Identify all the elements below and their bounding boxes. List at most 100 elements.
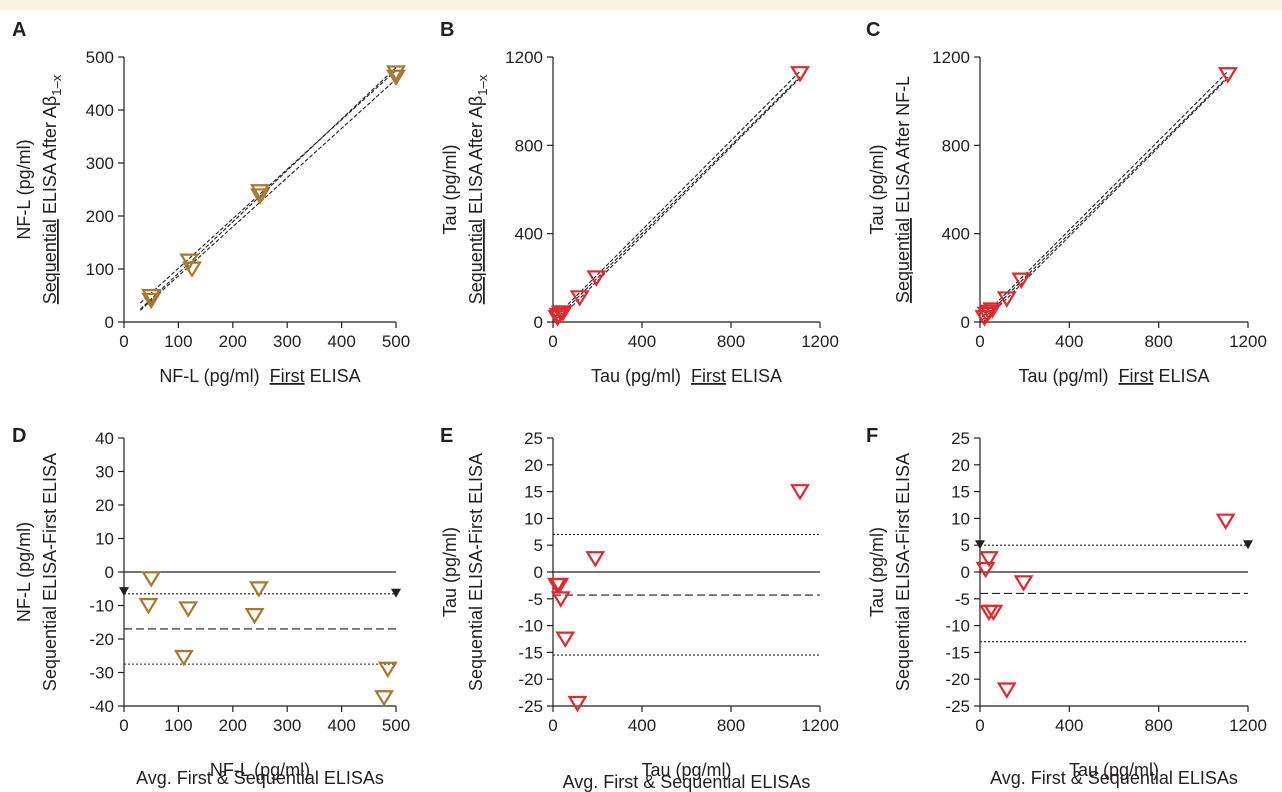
x-tick-label: 300 — [273, 716, 301, 735]
data-point — [178, 601, 199, 618]
panel-label: D — [12, 425, 26, 447]
data-point — [549, 577, 570, 595]
data-point — [182, 261, 202, 278]
x-tick-label: 1200 — [1229, 716, 1267, 735]
y-tick-label: 20 — [951, 456, 970, 475]
arrow-marker — [1243, 540, 1253, 550]
x-tick-label: 500 — [382, 716, 410, 735]
confidence-band-line — [981, 70, 1229, 318]
data-point — [141, 289, 162, 306]
data-point — [585, 551, 606, 568]
x-tick-label: 400 — [1055, 716, 1083, 735]
y-tick-label: 500 — [86, 48, 114, 67]
data-point — [567, 695, 588, 713]
y-tick-label: 20 — [524, 456, 543, 475]
data-point — [555, 631, 576, 648]
x-tick-label: 1200 — [801, 716, 839, 735]
y-tick-label: 400 — [515, 225, 543, 244]
x-tick-label: 0 — [975, 716, 984, 735]
y-tick-label: -10 — [518, 617, 543, 636]
confidence-band-line — [139, 69, 397, 304]
data-point — [553, 305, 573, 322]
y-tick-label: -30 — [89, 664, 114, 683]
y-tick-label: 800 — [515, 136, 543, 155]
panel-a: A 0 100 200 300 400 500 0 100 200 300 400 500 NF-L (p… — [12, 19, 410, 386]
y-tick-label: -15 — [518, 643, 543, 662]
data-point — [1217, 67, 1238, 84]
x-tick-label: 1200 — [801, 332, 839, 351]
x-tick-label: 400 — [628, 332, 656, 351]
y-tick-label: -20 — [945, 670, 970, 689]
y-tick-label: 0 — [105, 563, 114, 582]
y-tick-label: 5 — [534, 536, 543, 555]
y-tick-label: -25 — [518, 697, 543, 716]
data-point — [978, 304, 999, 321]
y-tick-label: 25 — [951, 429, 970, 448]
x-axis-label-2: Avg. First & Sequential ELISAs — [136, 768, 384, 788]
y-tick-label: 30 — [95, 463, 114, 482]
data-point — [1013, 575, 1034, 592]
data-point — [386, 69, 406, 87]
y-tick-label: 400 — [942, 225, 970, 244]
y-axis-label: NF-L (pg/ml) — [14, 522, 34, 622]
panel-label: A — [12, 19, 26, 41]
y-axis-label: Tau (pg/ml) — [440, 144, 460, 234]
x-axis-label: Tau (pg/ml) — [1069, 760, 1159, 780]
panel-b: B 0 400 800 1200 0 400 800 1200 Tau (pg/ml) First… — [440, 19, 839, 386]
y-axis-label: Tau (pg/ml) — [867, 144, 887, 234]
data-point — [138, 597, 159, 615]
y-axis-label-2: Sequential ELISA After NF-L — [893, 76, 913, 303]
y-tick-label: 100 — [86, 260, 114, 279]
y-axis-label-2: Sequential ELISA After Aβ1–x — [466, 74, 490, 304]
y-axis-label: NF-L (pg/ml) — [14, 139, 34, 239]
data-point — [244, 608, 265, 625]
confidence-band-line — [554, 77, 801, 324]
data-point — [386, 65, 406, 82]
x-tick-label: 1200 — [1229, 332, 1267, 351]
y-tick-label: 20 — [95, 496, 114, 515]
top-strip — [0, 0, 1282, 10]
panel-label: E — [440, 425, 453, 447]
y-tick-label: 0 — [534, 313, 543, 332]
data-point — [374, 690, 394, 707]
x-tick-label: 300 — [273, 332, 301, 351]
data-point — [790, 484, 810, 501]
y-tick-label: -20 — [89, 630, 114, 649]
y-tick-label: 1200 — [932, 48, 970, 67]
y-tick-label: 800 — [942, 136, 970, 155]
data-point — [996, 291, 1017, 308]
y-tick-label: 15 — [951, 483, 970, 502]
confidence-band-line — [139, 78, 397, 311]
x-tick-label: 0 — [548, 332, 557, 351]
panel-label: F — [866, 425, 878, 447]
y-tick-label: 400 — [86, 101, 114, 120]
arrow-marker — [119, 587, 129, 597]
y-tick-label: 300 — [86, 154, 114, 173]
y-tick-label: -10 — [89, 597, 114, 616]
data-point — [250, 188, 270, 205]
data-point — [550, 591, 571, 608]
data-point — [975, 561, 996, 579]
y-tick-label: -25 — [945, 697, 970, 716]
y-axis-label: Tau (pg/ml) — [867, 527, 887, 617]
y-axis-label-2: Sequential ELISA-First ELISA — [466, 453, 486, 691]
x-tick-label: 0 — [119, 332, 128, 351]
x-tick-label: 800 — [717, 332, 745, 351]
data-point — [248, 581, 269, 598]
y-tick-label: 10 — [95, 530, 114, 549]
data-point — [1011, 272, 1032, 289]
confidence-band-line — [981, 77, 1229, 324]
data-point — [179, 253, 200, 270]
data-point — [1215, 513, 1236, 531]
x-tick-label: 400 — [628, 716, 656, 735]
x-axis-label-2: Avg. First & Sequential ELISAs — [990, 768, 1238, 788]
data-point — [377, 661, 398, 679]
panel-c: C 0 400 800 1200 0 400 800 1200 Tau (pg/ml) First… — [866, 19, 1267, 386]
panel-f: F 0 400 800 1200 -25 -20 -15 -10 -5 0 5 10 15 20 25 Tau … — [866, 425, 1267, 788]
y-tick-label: 5 — [961, 536, 970, 555]
x-tick-label: 100 — [164, 716, 192, 735]
y-tick-label: 10 — [951, 509, 970, 528]
x-axis-label: NF-L (pg/ml) First ELISA — [159, 366, 360, 386]
y-tick-label: -5 — [528, 590, 543, 609]
